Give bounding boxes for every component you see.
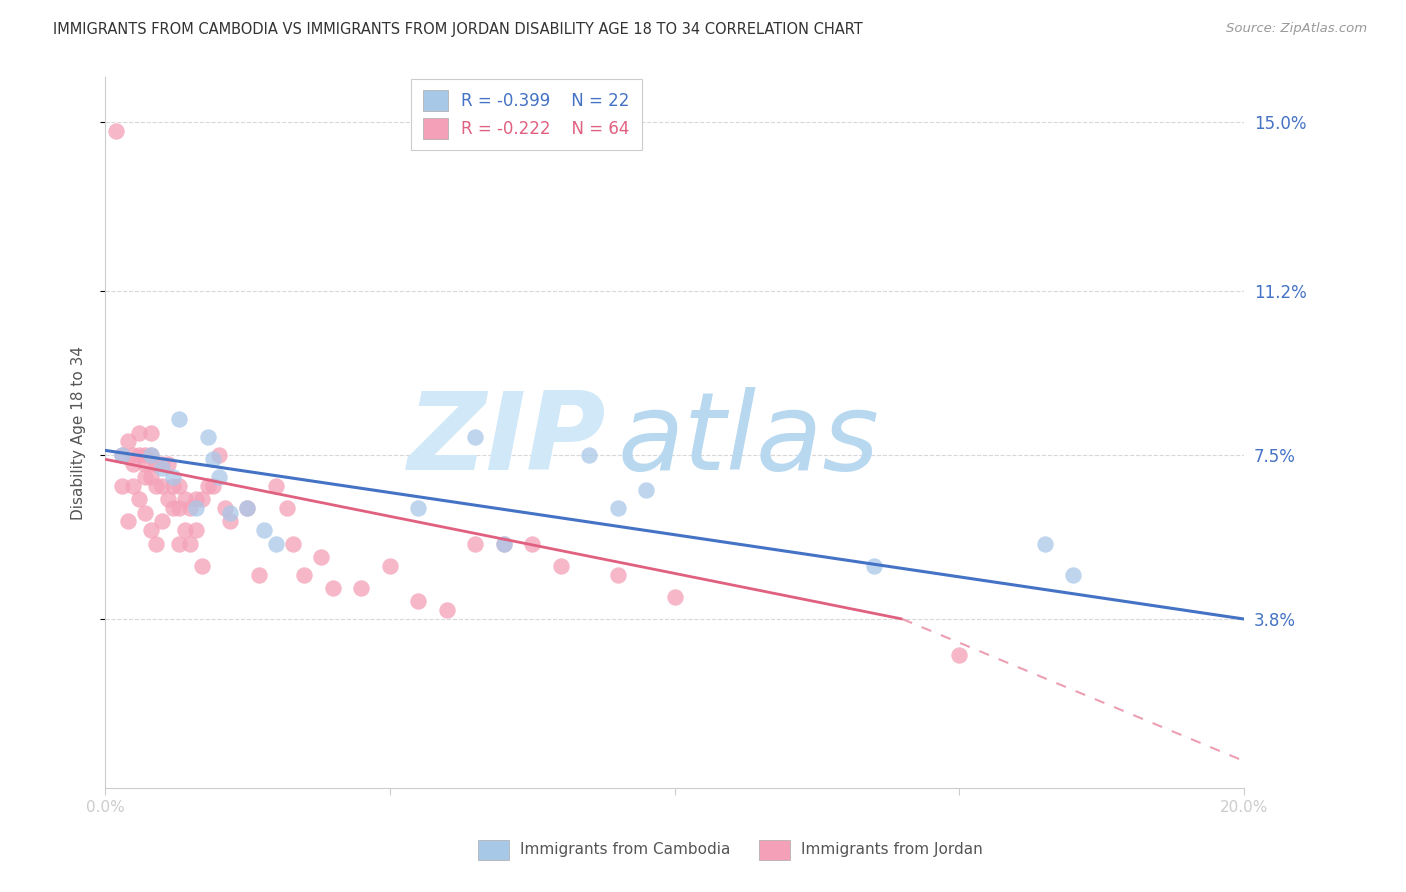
Text: IMMIGRANTS FROM CAMBODIA VS IMMIGRANTS FROM JORDAN DISABILITY AGE 18 TO 34 CORRE: IMMIGRANTS FROM CAMBODIA VS IMMIGRANTS F…	[53, 22, 863, 37]
Point	[492, 536, 515, 550]
Point	[134, 457, 156, 471]
Point	[167, 536, 190, 550]
Point	[128, 492, 150, 507]
Point	[236, 501, 259, 516]
Point	[111, 479, 134, 493]
Point	[156, 457, 179, 471]
Point	[236, 501, 259, 516]
Y-axis label: Disability Age 18 to 34: Disability Age 18 to 34	[72, 345, 86, 520]
Point	[145, 479, 167, 493]
Point	[162, 501, 184, 516]
Legend: R = -0.399    N = 22, R = -0.222    N = 64: R = -0.399 N = 22, R = -0.222 N = 64	[412, 78, 641, 150]
Point	[1062, 567, 1084, 582]
Point	[1033, 536, 1056, 550]
Point	[311, 549, 333, 564]
Point	[122, 457, 145, 471]
Point	[134, 448, 156, 462]
Point	[145, 536, 167, 550]
Text: ZIP: ZIP	[408, 387, 606, 492]
Text: Immigrants from Jordan: Immigrants from Jordan	[801, 842, 983, 856]
Point	[150, 515, 173, 529]
Point	[219, 506, 242, 520]
Point	[606, 501, 628, 516]
Point	[378, 558, 401, 573]
Point	[122, 479, 145, 493]
Point	[184, 501, 207, 516]
Point	[276, 501, 298, 516]
Point	[292, 567, 315, 582]
Point	[150, 457, 173, 471]
Point	[436, 603, 458, 617]
Point	[184, 523, 207, 537]
Point	[214, 501, 236, 516]
Point	[179, 536, 201, 550]
Point	[191, 492, 214, 507]
Point	[128, 448, 150, 462]
Point	[139, 470, 162, 484]
Point	[167, 479, 190, 493]
Point	[117, 515, 139, 529]
Point	[208, 470, 231, 484]
Point	[264, 536, 287, 550]
Point	[664, 590, 686, 604]
Point	[406, 594, 429, 608]
Point	[167, 412, 190, 426]
Point	[184, 492, 207, 507]
Point	[139, 425, 162, 440]
Text: Immigrants from Cambodia: Immigrants from Cambodia	[520, 842, 731, 856]
Point	[202, 479, 225, 493]
Point	[150, 479, 173, 493]
Point	[578, 448, 600, 462]
Point	[406, 501, 429, 516]
Point	[492, 536, 515, 550]
Point	[247, 567, 270, 582]
Point	[150, 461, 173, 475]
Point	[111, 448, 134, 462]
Point	[117, 434, 139, 449]
Point	[281, 536, 304, 550]
Point	[197, 479, 219, 493]
Point	[105, 124, 128, 138]
Point	[111, 448, 134, 462]
Point	[122, 448, 145, 462]
Point	[219, 515, 242, 529]
Point	[464, 536, 486, 550]
Point	[162, 479, 184, 493]
Text: Source: ZipAtlas.com: Source: ZipAtlas.com	[1226, 22, 1367, 36]
Point	[134, 470, 156, 484]
Point	[202, 452, 225, 467]
Point	[134, 506, 156, 520]
Point	[264, 479, 287, 493]
Point	[162, 470, 184, 484]
Point	[322, 581, 344, 595]
Point	[139, 448, 162, 462]
Point	[173, 523, 195, 537]
Point	[863, 558, 886, 573]
Point	[636, 483, 658, 498]
Text: atlas: atlas	[617, 387, 880, 492]
Point	[948, 648, 970, 662]
Point	[139, 448, 162, 462]
Point	[145, 457, 167, 471]
Point	[208, 448, 231, 462]
Point	[128, 425, 150, 440]
Point	[464, 430, 486, 444]
Point	[606, 567, 628, 582]
Point	[253, 523, 276, 537]
Point	[197, 430, 219, 444]
Point	[191, 558, 214, 573]
Point	[179, 501, 201, 516]
Point	[350, 581, 373, 595]
Point	[167, 501, 190, 516]
Point	[550, 558, 572, 573]
Point	[522, 536, 544, 550]
Point	[139, 523, 162, 537]
Point	[156, 492, 179, 507]
Point	[173, 492, 195, 507]
